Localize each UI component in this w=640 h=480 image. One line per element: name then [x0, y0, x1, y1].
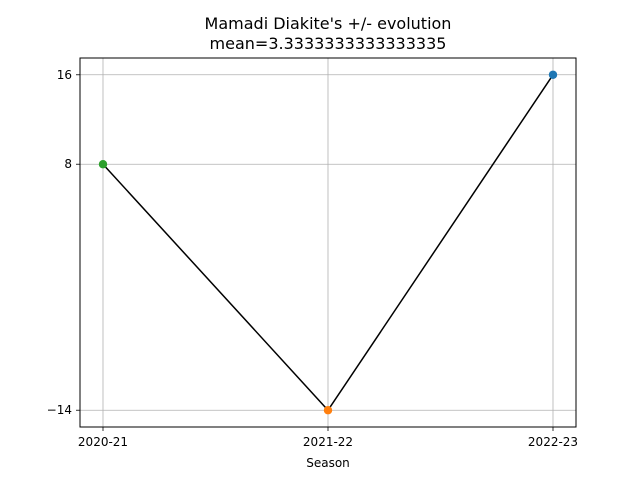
x-tick-label: 2021-22	[303, 435, 353, 449]
series	[98, 70, 558, 415]
y-tick-label: 16	[57, 68, 72, 82]
x-tick-label: 2022-23	[528, 435, 578, 449]
x-tick-label: 2020-21	[78, 435, 128, 449]
y-tick-label: −14	[47, 403, 72, 417]
grid-lines	[80, 58, 576, 427]
series-line-segment	[102, 163, 329, 411]
axis-ticks: 2020-21 2021-22 2022-23 −14 8 16	[47, 68, 578, 449]
data-point	[548, 70, 558, 79]
x-axis-label: Season	[306, 456, 350, 470]
data-point	[323, 406, 333, 415]
chart-title: Mamadi Diakite's +/- evolution	[205, 14, 452, 33]
plot-frame	[79, 57, 577, 428]
chart-subtitle: mean=3.3333333333333335	[210, 34, 447, 53]
data-point	[98, 160, 108, 169]
y-tick-label: 8	[64, 157, 72, 171]
series-line-segment	[327, 74, 554, 411]
